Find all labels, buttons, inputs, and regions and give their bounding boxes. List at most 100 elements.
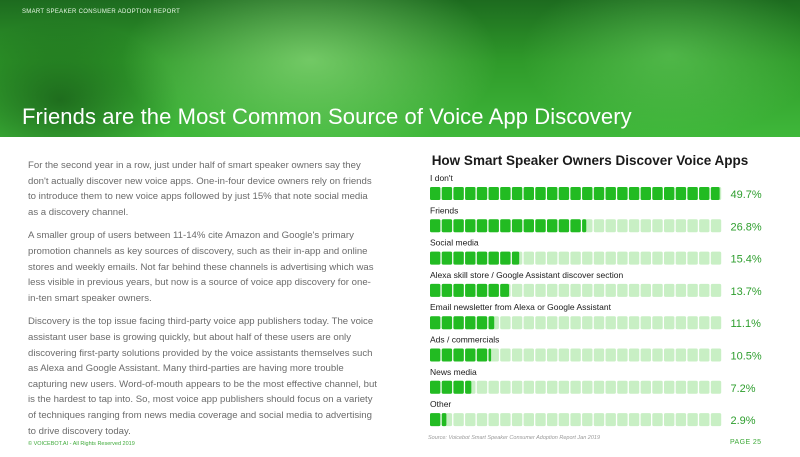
- bar-block-empty: [500, 380, 511, 394]
- bar-block-empty: [523, 316, 534, 330]
- bar-block-empty: [605, 348, 616, 362]
- bar-block-empty: [687, 348, 698, 362]
- bar-block-filled: [453, 283, 464, 297]
- bar-block-empty: [628, 251, 640, 265]
- bar-block-filled: [476, 219, 488, 233]
- bar-block-empty: [664, 348, 675, 362]
- bar-block-empty: [547, 348, 558, 362]
- bar-block-empty: [570, 283, 581, 297]
- bar-block-empty: [628, 283, 640, 297]
- bar-block-empty: [511, 348, 523, 362]
- bar-block-empty: [523, 283, 534, 297]
- bar-block-empty: [500, 348, 511, 362]
- bar-block-empty: [523, 413, 534, 427]
- bar-block-empty: [593, 283, 605, 297]
- bar-block-empty: [675, 219, 687, 233]
- bar-block-empty: [664, 283, 675, 297]
- bar-block-filled: [500, 219, 511, 233]
- bar-block-empty: [687, 219, 698, 233]
- bar-block-empty: [699, 283, 710, 297]
- bar-block-empty: [687, 316, 698, 330]
- bar-block-empty: [687, 380, 698, 394]
- bar-block-filled: [441, 251, 453, 265]
- bar-block-empty: [453, 413, 464, 427]
- bar-block-empty: [476, 380, 488, 394]
- bar-block-empty: [628, 348, 640, 362]
- bar-block-empty: [710, 348, 722, 362]
- bar-block-empty: [547, 413, 558, 427]
- bar-block-filled: [465, 187, 476, 200]
- bar-block-empty: [699, 251, 710, 265]
- page-number: PAGE 25: [730, 439, 762, 446]
- bar-block-empty: [675, 348, 687, 362]
- bar-block-empty: [640, 219, 651, 233]
- bar-block-filled: [465, 348, 476, 362]
- bar-block-empty: [547, 380, 558, 394]
- bar-block-filled: [710, 187, 720, 200]
- bar-block-empty: [710, 251, 722, 265]
- bar-block-empty: [558, 413, 570, 427]
- bar-block-filled: [465, 251, 476, 265]
- bar-block-filled: [558, 187, 570, 200]
- bar-block-filled: [488, 251, 499, 265]
- chart-title: How Smart Speaker Owners Discover Voice …: [431, 153, 749, 168]
- bar-block-empty: [640, 251, 651, 265]
- bar-block-empty: [652, 251, 663, 265]
- bar-block-empty: [675, 283, 687, 297]
- bar-block-empty: [558, 348, 570, 362]
- bar-block-empty: [488, 380, 499, 394]
- bar-block-empty: [535, 413, 546, 427]
- report-tag: SMART SPEAKER CONSUMER ADOPTION REPORT: [22, 9, 181, 15]
- bar-block-empty: [570, 348, 581, 362]
- bar-block-empty: [523, 251, 534, 265]
- bar-block-filled: [617, 187, 628, 200]
- bar-block-empty: [511, 283, 523, 297]
- bar-block-empty: [640, 348, 651, 362]
- bar-block-filled: [476, 348, 488, 362]
- bar-block-empty: [652, 348, 663, 362]
- bar-block-filled: [535, 219, 546, 233]
- bar-block-empty: [628, 380, 640, 394]
- bar-block-filled: [488, 283, 499, 297]
- bar-block-filled: [488, 348, 492, 362]
- bar-block-filled: [441, 380, 453, 394]
- bar-block-filled: [640, 187, 651, 200]
- paragraph: Discovery is the top issue facing third-…: [28, 316, 377, 437]
- bar-block-filled: [500, 187, 511, 200]
- bar-block-filled: [582, 187, 593, 200]
- bar-block-empty: [699, 413, 710, 427]
- bar-block-empty: [628, 316, 640, 330]
- bar-block-empty: [511, 316, 523, 330]
- category-label: Other: [430, 399, 451, 409]
- bar-block-empty: [699, 219, 710, 233]
- bar-block-empty: [558, 380, 570, 394]
- bar-block-filled: [535, 187, 546, 200]
- copyright: © VOICEBOT.AI - All Rights Reserved 2019: [28, 441, 135, 447]
- bar-block-empty: [535, 251, 546, 265]
- bar-block-empty: [476, 413, 488, 427]
- bar-block-empty: [582, 283, 593, 297]
- bar-block-empty: [582, 413, 593, 427]
- category-label: Email newsletter from Alexa or Google As…: [430, 302, 612, 312]
- value-label: 2.9%: [731, 415, 756, 427]
- bar-block-filled: [488, 187, 499, 200]
- bar-block-filled: [675, 187, 687, 200]
- bar-block-empty: [535, 380, 546, 394]
- bar-block-empty: [582, 380, 593, 394]
- banner-glow: [120, 0, 500, 137]
- bar-block-filled: [453, 316, 464, 330]
- bar-block-empty: [710, 380, 722, 394]
- bar-block-filled: [453, 380, 464, 394]
- bar-block-filled: [523, 219, 534, 233]
- bar-block-filled: [453, 219, 464, 233]
- bar-block-empty: [570, 413, 581, 427]
- bar-block-empty: [593, 348, 605, 362]
- bar-block-filled: [570, 187, 581, 200]
- bar-block-filled: [582, 219, 587, 233]
- bar-block-empty: [675, 413, 687, 427]
- bar-block-empty: [640, 380, 651, 394]
- bar-block-empty: [710, 283, 722, 297]
- bar-block-empty: [488, 413, 499, 427]
- bar-block-filled: [628, 187, 640, 200]
- bar-block-empty: [664, 219, 675, 233]
